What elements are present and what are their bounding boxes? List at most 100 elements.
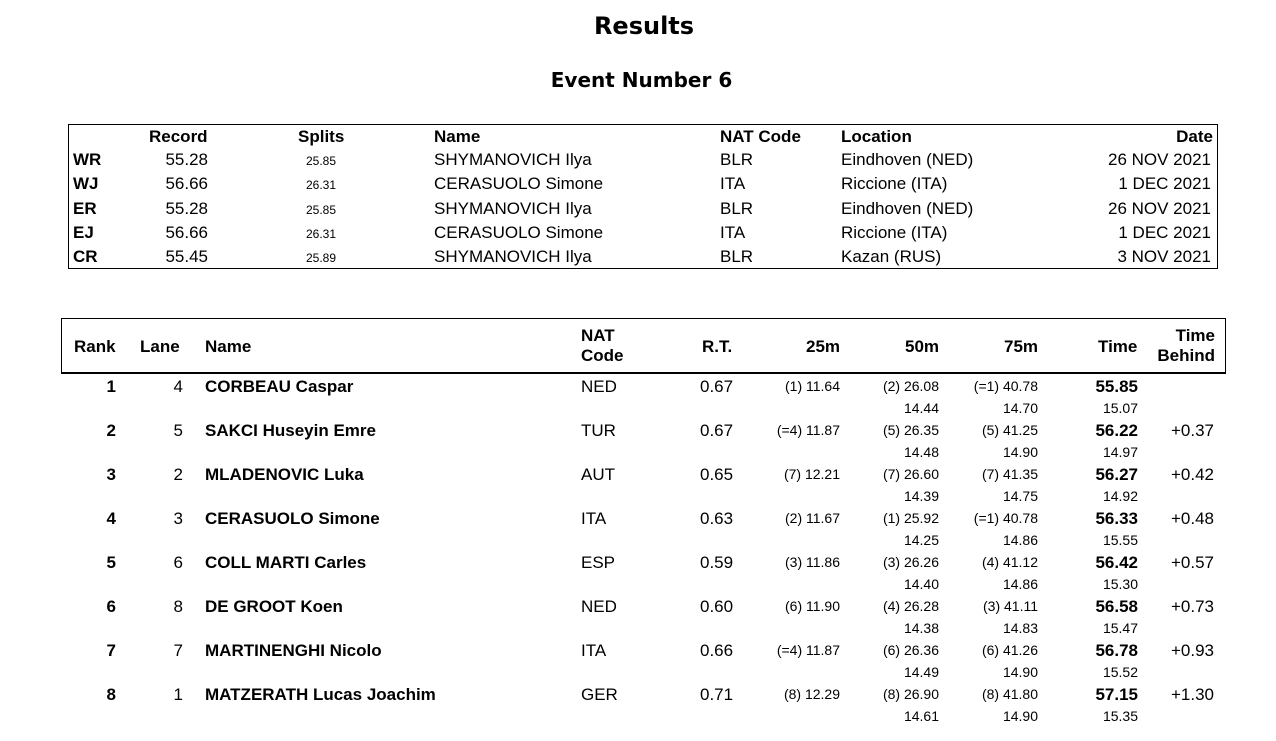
result-row: 7 7 MARTINENGHI Nicolo ITA 0.66 (=4) 11.87 (6)… <box>0 638 1276 682</box>
final-time: 56.22 <box>1095 421 1138 440</box>
split-25m: (3) 11.86 <box>785 554 840 570</box>
final-time: 56.58 <box>1095 597 1138 616</box>
nat-code-header: NAT Code <box>720 127 801 146</box>
record-time: 56.66 <box>165 174 208 194</box>
lap-split-100m: 15.07 <box>1102 400 1138 416</box>
split-50m: (3) 26.26 <box>882 554 939 570</box>
record-date: 26 NOV 2021 <box>1107 150 1211 169</box>
records-header: Record Splits Name NAT Code Location Dat… <box>69 127 1217 151</box>
event-title: Event Number 6 <box>550 68 733 92</box>
lap-split-50m: 14.44 <box>903 400 939 416</box>
split-75m: (5) 41.25 <box>981 422 1038 438</box>
lane: 4 <box>173 377 183 396</box>
split-75m: (3) 41.11 <box>983 598 1038 614</box>
record-split: 25.85 <box>306 154 337 168</box>
lane-header: Lane <box>140 337 180 356</box>
reaction-time: 0.59 <box>700 553 734 572</box>
split-25m: (2) 11.67 <box>785 510 840 526</box>
lap-split-50m: 14.48 <box>903 444 939 460</box>
result-row: 6 8 DE GROOT Koen NED 0.60 (6) 11.90 (4) 26.28… <box>0 594 1276 638</box>
record-code: EJ <box>73 222 94 242</box>
swimmer-name: MARTINENGHI Nicolo <box>205 641 382 660</box>
record-nat-code: BLR <box>720 150 754 169</box>
lap-split-50m: 14.49 <box>903 664 939 680</box>
lane: 2 <box>173 465 183 484</box>
record-date: 1 DEC 2021 <box>1118 222 1211 242</box>
record-location: Eindhoven (NED) <box>841 150 974 169</box>
lap-split-75m: 14.86 <box>1002 576 1038 592</box>
time-behind-header-1: Time <box>1175 326 1215 345</box>
name-header: Name <box>434 127 481 146</box>
result-row: 5 6 COLL MARTI Carles ESP 0.59 (3) 11.86 (3) 2… <box>0 550 1276 594</box>
split-25m: (1) 11.64 <box>785 378 840 394</box>
rank-header: Rank <box>74 337 116 356</box>
lap-split-100m: 15.55 <box>1102 532 1138 548</box>
rank: 8 <box>106 685 116 704</box>
split-50m: (6) 26.36 <box>882 642 939 658</box>
record-header: Record <box>149 127 208 146</box>
swimmer-name: DE GROOT Koen <box>205 597 343 616</box>
split-25m-header: 25m <box>806 337 841 356</box>
record-code: WJ <box>73 174 99 194</box>
lane: 3 <box>173 509 183 528</box>
split-50m: (2) 26.08 <box>882 378 939 394</box>
swimmer-name: SAKCI Huseyin Emre <box>205 421 376 440</box>
result-row: 3 2 MLADENOVIC Luka AUT 0.65 (7) 12.21 (7) 26.… <box>0 462 1276 506</box>
lap-split-75m: 14.90 <box>1002 444 1038 460</box>
time-behind: +0.93 <box>1170 641 1214 660</box>
rank: 2 <box>106 421 116 440</box>
record-holder-name: SHYMANOVICH Ilya <box>434 247 592 267</box>
lap-split-100m: 15.30 <box>1102 576 1138 592</box>
record-holder-name: CERASUOLO Simone <box>434 174 604 194</box>
split-75m: (8) 41.80 <box>981 686 1038 702</box>
record-split: 26.31 <box>306 178 337 193</box>
record-code: ER <box>73 198 97 218</box>
final-time: 56.33 <box>1095 509 1138 528</box>
record-split: 26.31 <box>306 226 337 241</box>
rank: 6 <box>106 597 116 616</box>
record-row: ER 55.28 25.85 SHYMANOVICH Ilya BLR Eindhoven… <box>69 199 1217 223</box>
lap-split-50m: 14.25 <box>903 532 939 548</box>
reaction-time: 0.63 <box>700 509 734 528</box>
swimmer-name: CORBEAU Caspar <box>205 377 354 396</box>
record-holder-name: SHYMANOVICH Ilya <box>434 150 592 169</box>
time-behind: +0.37 <box>1170 421 1214 440</box>
lane: 1 <box>173 685 183 704</box>
record-location: Riccione (ITA) <box>841 222 948 242</box>
swimmer-name: COLL MARTI Carles <box>205 553 367 572</box>
lap-split-75m: 14.90 <box>1002 708 1038 724</box>
time-behind: +0.73 <box>1170 597 1214 616</box>
lap-split-100m: 14.92 <box>1102 488 1138 504</box>
split-75m: (4) 41.12 <box>981 554 1038 570</box>
record-time: 55.45 <box>165 247 208 267</box>
page-title: Results <box>593 12 695 40</box>
record-time: 55.28 <box>165 198 208 218</box>
time-behind: +0.48 <box>1170 509 1214 528</box>
record-date: 3 NOV 2021 <box>1117 247 1211 267</box>
nat-code: TUR <box>581 421 616 440</box>
record-nat-code: BLR <box>720 247 754 267</box>
time-behind: +0.57 <box>1170 553 1214 572</box>
record-code: CR <box>73 247 98 267</box>
reaction-time: 0.66 <box>700 641 734 660</box>
nat-code: AUT <box>581 465 615 484</box>
lap-split-50m: 14.40 <box>903 576 939 592</box>
result-row: 4 3 CERASUOLO Simone ITA 0.63 (2) 11.67 (1) 25… <box>0 506 1276 550</box>
record-time: 56.66 <box>165 222 208 242</box>
result-row: 2 5 SAKCI Huseyin Emre TUR 0.67 (=4) 11.87 (5)… <box>0 418 1276 462</box>
split-50m: (8) 26.90 <box>882 686 939 702</box>
nat-code: ITA <box>581 509 607 528</box>
time-behind: +0.42 <box>1170 465 1214 484</box>
split-25m: (8) 12.29 <box>783 686 840 702</box>
lap-split-100m: 14.97 <box>1102 444 1138 460</box>
time-behind-header-2: Behind <box>1157 346 1215 365</box>
lap-split-100m: 15.52 <box>1102 664 1138 680</box>
location-header: Location <box>841 127 912 146</box>
split-75m: (6) 41.26 <box>981 642 1038 658</box>
lap-split-50m: 14.39 <box>903 488 939 504</box>
record-nat-code: ITA <box>720 222 746 242</box>
record-row: EJ 56.66 26.31 CERASUOLO Simone ITA Riccione … <box>69 223 1217 247</box>
final-time: 56.27 <box>1095 465 1138 484</box>
nat-code: NED <box>581 377 617 396</box>
record-nat-code: ITA <box>720 174 746 194</box>
